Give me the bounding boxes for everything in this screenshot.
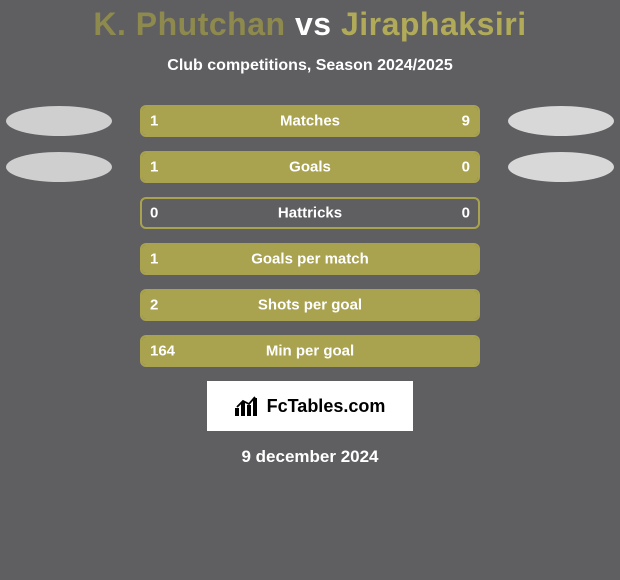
stat-bar: Shots per goal bbox=[140, 289, 480, 321]
stat-value-left: 1 bbox=[150, 251, 158, 268]
comparison-infographic: K. Phutchan vs Jiraphaksiri Club competi… bbox=[0, 0, 620, 580]
player1-marker bbox=[6, 106, 112, 136]
stat-bar: Matches bbox=[140, 105, 480, 137]
stat-value-right: 0 bbox=[462, 159, 470, 176]
logo-box: FcTables.com bbox=[207, 381, 413, 431]
date-text: 9 december 2024 bbox=[0, 447, 620, 467]
bar-left-fill bbox=[142, 107, 176, 135]
stat-value-right: 0 bbox=[462, 205, 470, 222]
stat-label: Shots per goal bbox=[258, 297, 362, 314]
stat-row: Goals 1 0 bbox=[0, 151, 620, 183]
stat-value-left: 0 bbox=[150, 205, 158, 222]
vs-text: vs bbox=[295, 6, 332, 42]
stat-bar: Hattricks bbox=[140, 197, 480, 229]
stat-bar: Min per goal bbox=[140, 335, 480, 367]
stat-row: Goals per match 1 bbox=[0, 243, 620, 275]
subtitle: Club competitions, Season 2024/2025 bbox=[0, 57, 620, 75]
stat-value-left: 1 bbox=[150, 113, 158, 130]
player1-marker bbox=[6, 152, 112, 182]
stat-label: Goals per match bbox=[251, 251, 369, 268]
player2-name: Jiraphaksiri bbox=[341, 6, 527, 42]
stat-label: Matches bbox=[280, 113, 340, 130]
chart-bars-icon bbox=[235, 396, 261, 416]
stat-label: Min per goal bbox=[266, 343, 354, 360]
player2-marker bbox=[508, 152, 614, 182]
stats-area: Matches 1 9 Goals 1 0 Hattricks 0 0 Goals per mat… bbox=[0, 105, 620, 367]
stat-value-left: 164 bbox=[150, 343, 175, 360]
stat-bar: Goals per match bbox=[140, 243, 480, 275]
player2-marker bbox=[508, 106, 614, 136]
stat-value-left: 1 bbox=[150, 159, 158, 176]
stat-row: Min per goal 164 bbox=[0, 335, 620, 367]
stat-label: Goals bbox=[289, 159, 331, 176]
stat-row: Shots per goal 2 bbox=[0, 289, 620, 321]
player1-name: K. Phutchan bbox=[93, 6, 285, 42]
main-title: K. Phutchan vs Jiraphaksiri bbox=[0, 0, 620, 43]
stat-row: Matches 1 9 bbox=[0, 105, 620, 137]
stat-row: Hattricks 0 0 bbox=[0, 197, 620, 229]
stat-value-left: 2 bbox=[150, 297, 158, 314]
stat-value-right: 9 bbox=[462, 113, 470, 130]
stat-bar: Goals bbox=[140, 151, 480, 183]
logo-text: FcTables.com bbox=[267, 396, 386, 417]
stat-label: Hattricks bbox=[278, 205, 342, 222]
